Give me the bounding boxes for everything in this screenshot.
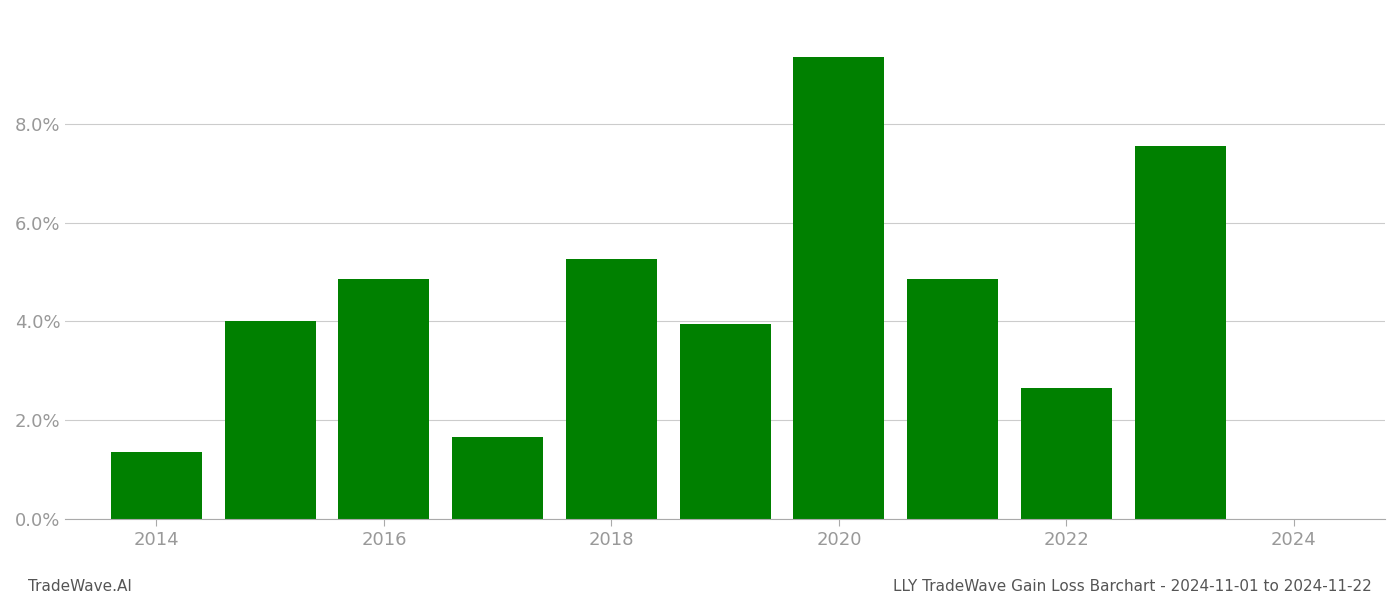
Bar <box>794 57 885 519</box>
Bar <box>339 279 430 519</box>
Bar <box>225 321 316 519</box>
Bar <box>111 452 202 519</box>
Bar <box>907 279 998 519</box>
Bar <box>1135 146 1226 519</box>
Bar <box>566 259 657 519</box>
Text: TradeWave.AI: TradeWave.AI <box>28 579 132 594</box>
Text: LLY TradeWave Gain Loss Barchart - 2024-11-01 to 2024-11-22: LLY TradeWave Gain Loss Barchart - 2024-… <box>893 579 1372 594</box>
Bar <box>452 437 543 519</box>
Bar <box>1021 388 1112 519</box>
Bar <box>680 323 771 519</box>
